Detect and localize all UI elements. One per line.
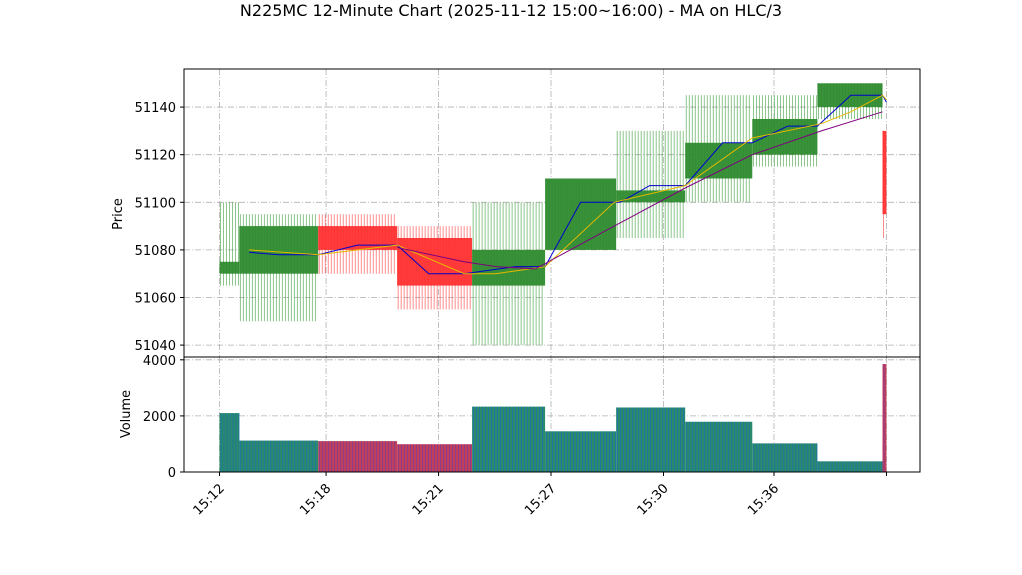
candle	[318, 214, 398, 274]
volume-bar	[397, 444, 473, 472]
candle-body	[318, 226, 398, 250]
candle	[616, 130, 686, 238]
candle-body	[882, 130, 887, 215]
candle	[219, 202, 240, 286]
volume-bar-fill	[318, 441, 398, 472]
candle-body	[616, 190, 686, 203]
price-tick-label: 51120	[135, 149, 176, 164]
price-tick-label: 51100	[135, 196, 176, 211]
candle	[397, 226, 473, 310]
candle-body	[219, 261, 240, 274]
volume-bar-fill	[545, 431, 617, 472]
price-y-ticks: 51040 51060 51080 51100 51120 51140	[135, 101, 184, 354]
volume-panel-frame	[183, 356, 921, 473]
x-tick-label: 15:27	[522, 481, 559, 518]
candle	[685, 95, 753, 203]
candle-body	[817, 83, 883, 108]
volume-bar-fill	[219, 413, 240, 472]
volume-bar	[545, 431, 617, 472]
volume-bar-fill	[472, 406, 546, 472]
volume-bar	[752, 443, 818, 472]
volume-bar-fill	[685, 421, 753, 472]
volume-bar	[219, 413, 240, 472]
price-axis-label: Price	[111, 198, 126, 230]
candle	[752, 95, 818, 167]
volume-tick-label: 4000	[143, 354, 176, 369]
volume-y-ticks: 0 2000 4000	[143, 354, 184, 481]
volume-bar	[817, 461, 883, 472]
volume-bar	[685, 421, 753, 472]
x-tick-label: 15:12	[191, 481, 228, 518]
volume-bar	[472, 406, 546, 472]
volume-tick-label: 0	[168, 466, 176, 481]
volume-bar-fill	[239, 440, 319, 472]
price-tick-label: 51060	[135, 291, 176, 306]
moving-average-line	[396, 111, 883, 270]
price-tick-label: 51140	[135, 101, 176, 116]
candle	[239, 214, 319, 322]
volume-bar	[882, 364, 887, 472]
volume-bar-fill	[882, 364, 887, 472]
price-candles	[219, 83, 887, 346]
candle	[545, 178, 617, 250]
price-tick-label: 51040	[135, 339, 176, 354]
volume-tick-label: 2000	[143, 410, 176, 425]
candle	[882, 130, 887, 238]
candle	[817, 83, 883, 119]
volume-bar	[616, 407, 686, 472]
moving-average-lines	[249, 94, 887, 275]
price-tick-label: 51080	[135, 244, 176, 259]
candle-body	[545, 178, 617, 250]
x-tick-label: 15:21	[410, 481, 447, 518]
volume-bar-fill	[817, 461, 883, 472]
candle-body	[397, 237, 473, 286]
time-x-ticks: 15:12 15:18 15:21 15:27 15:30 15:36	[191, 472, 887, 518]
volume-bar	[318, 441, 398, 472]
moving-average-line	[249, 94, 887, 275]
x-tick-label: 15:36	[745, 481, 782, 518]
volume-bar	[239, 440, 319, 472]
volume-bars	[219, 364, 887, 472]
candle-body	[752, 118, 818, 155]
x-tick-label: 15:30	[635, 481, 672, 518]
candle-body	[685, 142, 753, 179]
moving-average-line	[249, 94, 887, 275]
chart-title: N225MC 12-Minute Chart (2025-11-12 15:00…	[240, 1, 782, 20]
x-tick-label: 15:18	[297, 481, 334, 518]
volume-axis-label: Volume	[119, 390, 134, 438]
